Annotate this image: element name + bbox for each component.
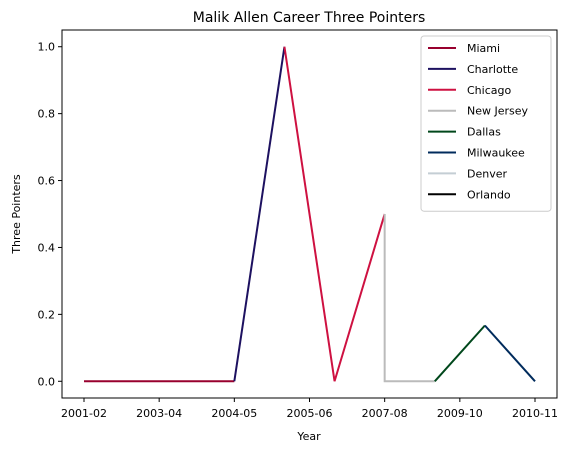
- x-axis: 2001-02 2003-04 2004-05 2005-06 2007-08 2009-…: [61, 398, 558, 420]
- series-line-dallas: [434, 324, 486, 382]
- x-tick-label: 2005-06: [287, 407, 333, 420]
- legend-label: Orlando: [467, 188, 511, 201]
- y-tick-label: 0.2: [38, 308, 56, 321]
- chart-title: Malik Allen Career Three Pointers: [193, 10, 426, 26]
- legend-label: Dallas: [467, 126, 501, 139]
- y-tick-label: 0.0: [38, 375, 56, 388]
- plot-area: [84, 46, 536, 383]
- x-tick-label: 2009-10: [437, 407, 483, 420]
- series-line-new-jersey: [383, 214, 435, 383]
- y-tick-label: 0.6: [38, 175, 56, 188]
- legend-label: Miami: [467, 42, 500, 55]
- series-line-milwaukee: [484, 324, 536, 382]
- legend-label: Denver: [467, 167, 507, 180]
- series-line-charlotte: [233, 46, 286, 382]
- legend-box: [420, 35, 552, 212]
- x-tick-label: 2004-05: [211, 407, 257, 420]
- y-axis: 0.0 0.2 0.4 0.6 0.8 1.0: [38, 41, 62, 388]
- x-tick-label: 2010-11: [512, 407, 558, 420]
- series-line-chicago: [283, 46, 386, 382]
- x-tick-label: 2003-04: [136, 407, 182, 420]
- x-tick-label: 2007-08: [362, 407, 408, 420]
- y-tick-label: 0.8: [38, 108, 56, 121]
- y-tick-label: 1.0: [38, 41, 56, 54]
- x-axis-label: Year: [296, 430, 321, 443]
- x-tick-label: 2001-02: [61, 407, 107, 420]
- legend: Miami Charlotte Chicago New Jersey Dallas Mil…: [420, 35, 552, 212]
- legend-label: Milwaukee: [467, 147, 525, 160]
- legend-label: Charlotte: [467, 63, 518, 76]
- legend-label: New Jersey: [467, 105, 529, 118]
- y-tick-label: 0.4: [38, 241, 56, 254]
- legend-label: Chicago: [467, 84, 511, 97]
- y-axis-label: Three Pointers: [10, 174, 23, 255]
